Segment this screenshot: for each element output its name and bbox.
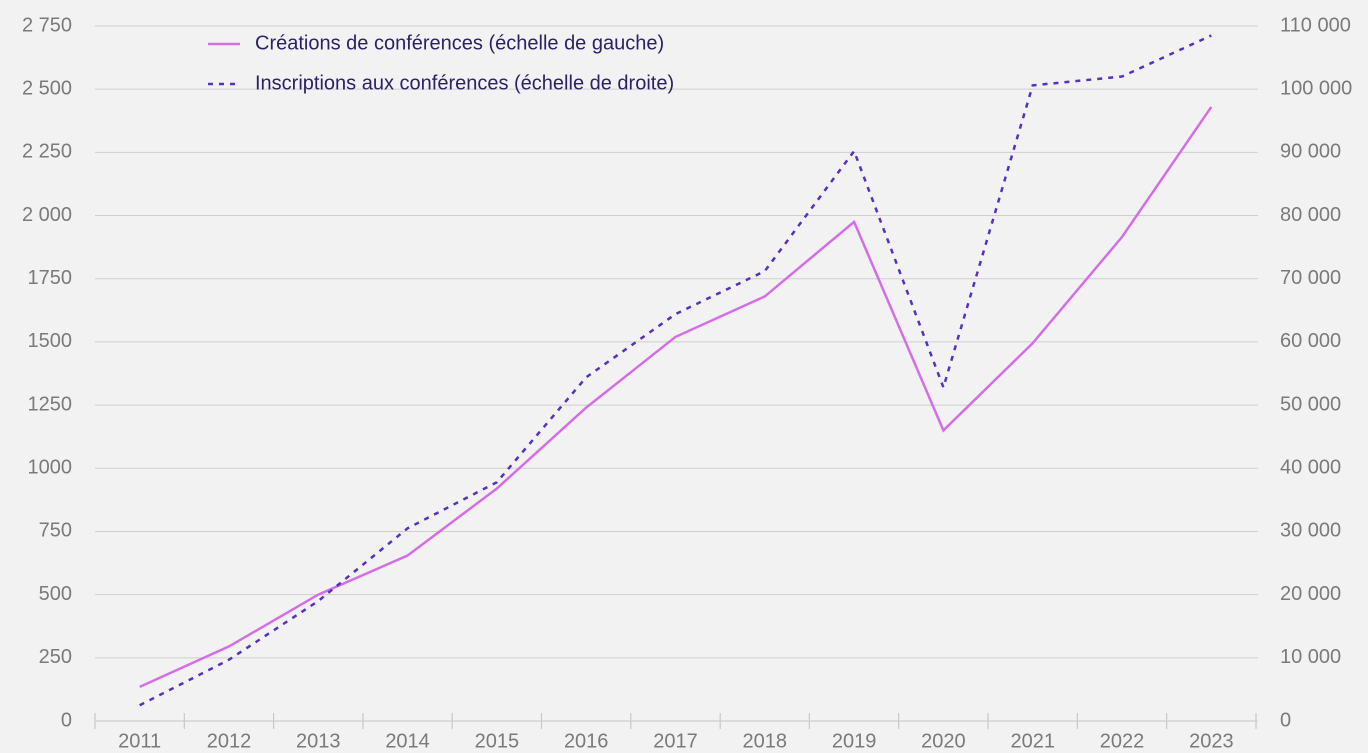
series-line xyxy=(139,34,1212,707)
legend-label: Inscriptions aux conférences (échelle de… xyxy=(255,72,674,94)
x-tick-label: 2019 xyxy=(832,730,877,752)
legend-label: Créations de conférences (échelle de gau… xyxy=(255,32,664,54)
y-tick-label: 1750 xyxy=(28,267,73,289)
y-tick-label: 750 xyxy=(39,520,72,542)
y-tick-label: 1000 xyxy=(28,457,73,479)
x-tick-label: 2011 xyxy=(118,730,161,752)
y-tick-label: 2 000 xyxy=(22,204,72,226)
y-tick-label: 2 500 xyxy=(22,77,72,99)
y-tick-label: 1250 xyxy=(28,393,73,415)
y2-tick-label: 40 000 xyxy=(1280,457,1341,479)
y2-tick-label: 90 000 xyxy=(1280,141,1341,163)
y-tick-label: 1500 xyxy=(28,330,73,352)
y2-tick-label: 0 xyxy=(1280,709,1291,731)
x-tick-label: 2016 xyxy=(564,730,609,752)
x-tick-label: 2015 xyxy=(475,730,520,752)
y-tick-label: 2 750 xyxy=(22,14,72,36)
y-tick-label: 0 xyxy=(61,709,72,731)
x-tick-label: 2013 xyxy=(296,730,341,752)
y2-tick-label: 60 000 xyxy=(1280,330,1341,352)
x-tick-label: 2020 xyxy=(921,730,966,752)
y2-tick-label: 30 000 xyxy=(1280,520,1341,542)
y2-tick-label: 70 000 xyxy=(1280,267,1341,289)
y-tick-label: 250 xyxy=(39,646,72,668)
x-tick-label: 2012 xyxy=(207,730,252,752)
x-tick-label: 2014 xyxy=(385,730,430,752)
x-tick-label: 2022 xyxy=(1100,730,1145,752)
y-tick-label: 2 250 xyxy=(22,141,72,163)
y2-tick-label: 100 000 xyxy=(1280,77,1352,99)
x-tick-label: 2018 xyxy=(743,730,788,752)
y2-tick-label: 10 000 xyxy=(1280,646,1341,668)
x-tick-label: 2021 xyxy=(1010,730,1055,752)
x-tick-label: 2023 xyxy=(1189,730,1234,752)
legend: Créations de conférences (échelle de gau… xyxy=(208,32,674,94)
y2-tick-label: 50 000 xyxy=(1280,393,1341,415)
y-tick-label: 500 xyxy=(39,583,72,605)
y2-tick-label: 80 000 xyxy=(1280,204,1341,226)
x-tick-label: 2017 xyxy=(653,730,698,752)
series-line xyxy=(139,106,1213,689)
y2-tick-label: 20 000 xyxy=(1280,583,1341,605)
y2-tick-label: 110 000 xyxy=(1280,14,1351,36)
